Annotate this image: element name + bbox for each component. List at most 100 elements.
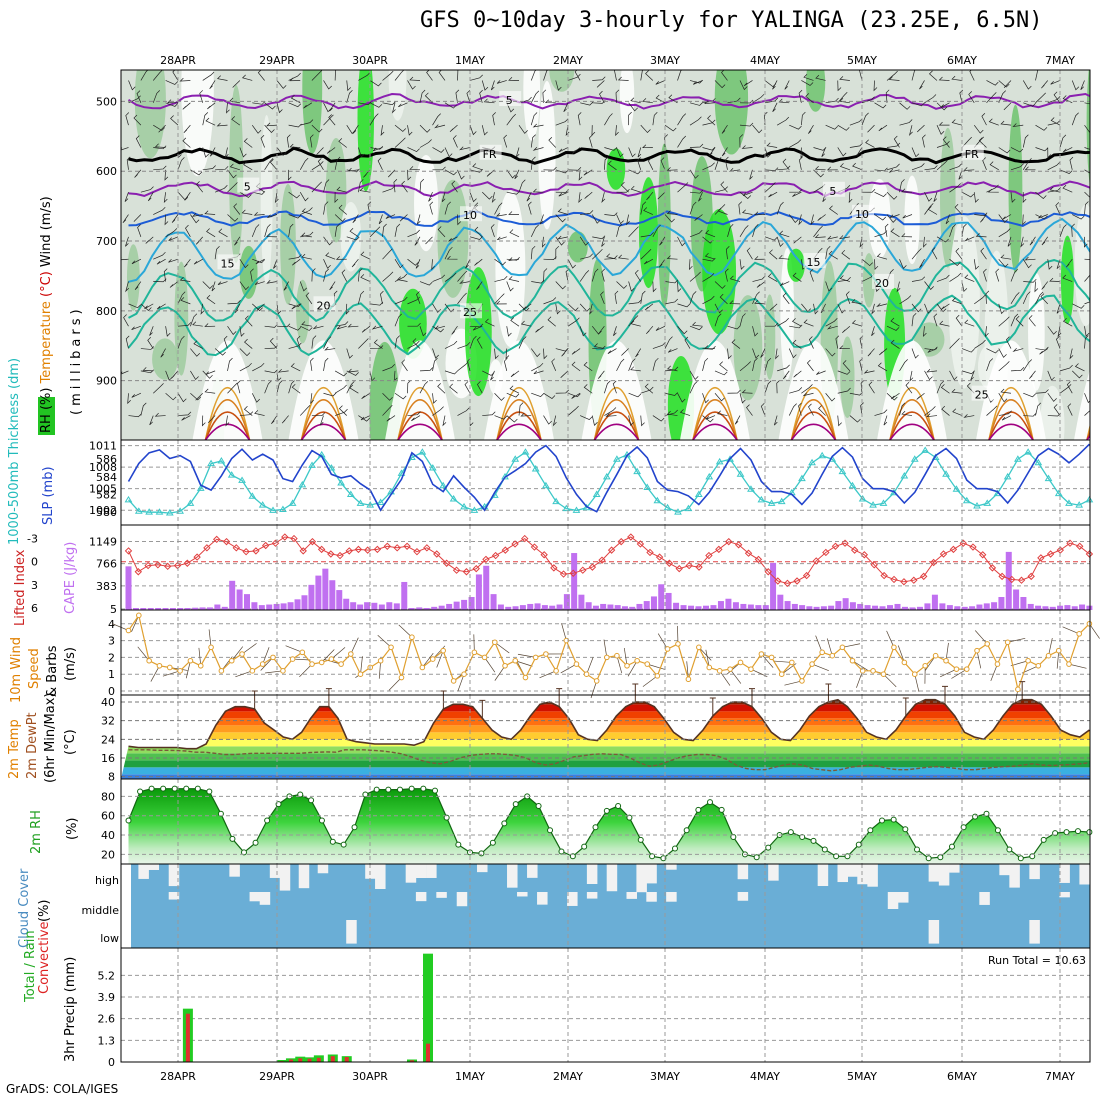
wind-barb	[637, 147, 642, 158]
cape-bar	[329, 580, 336, 610]
temp-contour-warm	[300, 399, 347, 440]
wind-barb	[702, 393, 709, 404]
wind-barb	[561, 348, 569, 357]
wind-barb	[153, 145, 167, 150]
thickness-marker	[460, 502, 468, 510]
wind-barb	[1010, 313, 1019, 327]
wind-barb	[911, 70, 916, 81]
cape-bar	[828, 605, 835, 610]
temp-contour-warm	[790, 423, 837, 440]
cape-bar	[673, 602, 680, 610]
precip-convective-bar	[426, 1043, 430, 1062]
wind-speed-marker	[543, 651, 549, 657]
wind-barb	[543, 415, 552, 425]
temp-band	[121, 746, 1090, 754]
wind-barb	[899, 259, 907, 270]
wind-barb	[818, 405, 826, 416]
thickness-marker	[757, 495, 766, 503]
cape-bar	[490, 594, 497, 610]
li-marker	[163, 562, 172, 571]
wind-barb	[346, 381, 355, 394]
wind-barb	[147, 191, 154, 202]
temp-contour-warm	[300, 423, 347, 440]
rh-marker	[351, 824, 358, 831]
thickness-tick: 586	[96, 453, 117, 466]
li-marker	[290, 534, 298, 543]
wind-barb	[491, 192, 496, 204]
thickness-marker	[653, 496, 662, 504]
wind-barb	[252, 258, 265, 264]
wind-barb	[1022, 291, 1031, 305]
wind-barb	[563, 102, 569, 113]
cape-bar	[998, 597, 1005, 610]
temp-contour-warm	[593, 411, 640, 440]
wind-barb	[964, 274, 975, 282]
rh-marker	[592, 824, 599, 831]
wind-barb	[916, 124, 925, 133]
wind-barb	[153, 251, 166, 260]
wind-barb	[579, 415, 593, 420]
y-tick-label: 900	[96, 375, 117, 388]
wind-barb	[382, 223, 387, 237]
wind-barb	[469, 236, 483, 240]
wind-barb	[764, 147, 772, 158]
wind-barb	[543, 268, 548, 282]
wind-barb	[190, 370, 199, 381]
thickness-marker	[308, 461, 316, 468]
wind-barb	[311, 268, 316, 282]
wind-barb	[776, 236, 784, 247]
wind-barb	[776, 201, 784, 215]
cape-bar	[755, 605, 762, 610]
thickness-marker	[521, 448, 530, 455]
wind-barb	[530, 224, 539, 238]
wind-barb	[457, 270, 468, 282]
li-marker	[588, 563, 597, 571]
wind-barb	[153, 206, 166, 215]
wind-barb	[369, 113, 379, 126]
wind-barb	[122, 214, 129, 224]
wind-barb	[583, 169, 593, 176]
li-marker	[998, 572, 1006, 581]
surface-wind-barb	[586, 657, 594, 675]
wind-speed-line	[128, 613, 1090, 692]
wind-barb	[382, 271, 394, 282]
cape-bar	[1042, 606, 1049, 610]
wind-barb	[769, 249, 778, 260]
thickness-marker	[592, 490, 601, 498]
cloud-gap	[1029, 920, 1040, 944]
wind-barb	[234, 303, 241, 313]
wind-barb	[532, 146, 544, 151]
wind-barb	[986, 184, 999, 193]
wind-speed-marker	[778, 671, 785, 677]
wind-barb	[555, 214, 566, 223]
wind-barb	[987, 188, 999, 193]
thickness-marker	[258, 501, 267, 508]
wind-barb	[825, 348, 836, 357]
wind-speed-marker	[125, 627, 132, 634]
rh-marker	[855, 841, 862, 848]
temp-contour-warm	[692, 387, 738, 440]
cloud-gap	[527, 864, 538, 878]
li-marker	[812, 557, 820, 565]
wind-barb	[394, 392, 407, 400]
wind-barb	[486, 169, 495, 177]
wind-speed-marker	[398, 674, 405, 681]
li-marker	[685, 561, 693, 570]
wind-barb	[349, 228, 359, 238]
wind-barb	[506, 392, 520, 398]
wind-barb	[567, 392, 581, 398]
wind-barb	[459, 280, 471, 284]
rh-marker	[194, 785, 201, 792]
wind-barb	[1047, 326, 1057, 335]
wind-barb	[841, 249, 851, 260]
wind-barb	[1035, 291, 1044, 305]
wind-barb	[409, 166, 421, 171]
wind-barb	[131, 392, 142, 398]
isotherm-line	[127, 294, 1090, 357]
wind-barb	[766, 142, 778, 148]
wind-barb	[207, 415, 216, 424]
wind-barb	[555, 236, 565, 246]
wind-barb	[741, 145, 753, 149]
wind-barb	[825, 393, 836, 402]
wind-barb	[1035, 147, 1049, 152]
